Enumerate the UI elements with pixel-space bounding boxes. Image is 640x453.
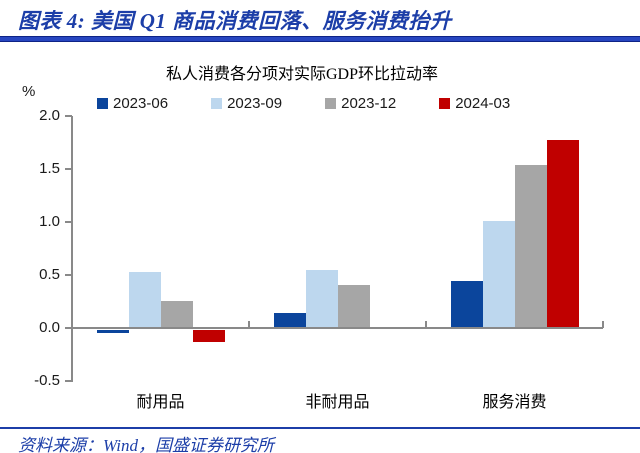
bar-耐用品-2023-09 bbox=[129, 272, 161, 328]
source-note: 资料来源：Wind，国盛证券研究所 bbox=[18, 436, 274, 453]
figure-title: 图表 4: 美国 Q1 商品消费回落、服务消费抬升 bbox=[18, 9, 452, 33]
y-axis-tick-label: 2.0 bbox=[39, 107, 60, 124]
category-label: 服务消费 bbox=[482, 394, 547, 411]
bar-耐用品-2023-12 bbox=[161, 301, 193, 328]
legend-label: 2023-09 bbox=[227, 95, 283, 112]
legend-label: 2023-06 bbox=[113, 95, 169, 112]
legend-item-2024-03: 2024-03 bbox=[439, 95, 510, 112]
bar-服务消费-2024-03 bbox=[547, 140, 579, 328]
legend-item-2023-06: 2023-06 bbox=[97, 95, 168, 112]
category-label: 耐用品 bbox=[136, 394, 185, 411]
bar-服务消费-2023-12 bbox=[515, 165, 547, 328]
y-axis-line bbox=[71, 116, 73, 382]
x-axis-tick bbox=[602, 321, 604, 328]
legend-swatch-icon bbox=[325, 98, 337, 109]
bar-服务消费-2023-06 bbox=[451, 281, 483, 328]
bar-耐用品-2023-06 bbox=[97, 330, 129, 333]
y-axis-tick-label: -0.5 bbox=[34, 372, 60, 389]
bar-非耐用品-2023-12 bbox=[338, 285, 370, 328]
bar-chart-plot-area bbox=[65, 115, 604, 382]
y-axis-tick bbox=[65, 380, 72, 382]
y-axis-tick-label: 1.0 bbox=[39, 213, 60, 230]
y-axis-tick bbox=[65, 221, 72, 223]
legend-label: 2023-12 bbox=[341, 95, 397, 112]
y-axis-tick-label: 0.0 bbox=[39, 319, 60, 336]
y-axis-tick bbox=[65, 168, 72, 170]
bar-非耐用品-2023-06 bbox=[274, 313, 306, 328]
y-axis-tick-label: 0.5 bbox=[39, 266, 60, 283]
legend-item-2023-12: 2023-12 bbox=[325, 95, 396, 112]
bar-服务消费-2023-09 bbox=[483, 221, 515, 328]
y-axis-tick bbox=[65, 327, 72, 329]
title-divider bbox=[0, 36, 640, 42]
y-axis-tick bbox=[65, 115, 72, 117]
chart-legend: 2023-06 2023-09 2023-12 2024-03 bbox=[97, 95, 510, 112]
y-axis-tick bbox=[65, 274, 72, 276]
legend-label: 2024-03 bbox=[455, 95, 511, 112]
legend-swatch-icon bbox=[97, 98, 108, 109]
bar-耐用品-2024-03 bbox=[193, 330, 225, 342]
footer-divider bbox=[0, 427, 640, 429]
legend-swatch-icon bbox=[211, 98, 223, 109]
x-axis-tick bbox=[248, 321, 250, 328]
category-label: 非耐用品 bbox=[305, 394, 370, 411]
legend-swatch-icon bbox=[439, 98, 451, 109]
y-axis-unit-label: % bbox=[22, 83, 36, 100]
x-axis-line bbox=[72, 327, 603, 329]
bar-非耐用品-2023-09 bbox=[306, 270, 338, 328]
legend-item-2023-09: 2023-09 bbox=[211, 95, 282, 112]
x-axis-tick bbox=[425, 321, 427, 328]
y-axis-tick-label: 1.5 bbox=[39, 160, 60, 177]
chart-title: 私人消费各分项对实际GDP环比拉动率 bbox=[165, 66, 438, 83]
